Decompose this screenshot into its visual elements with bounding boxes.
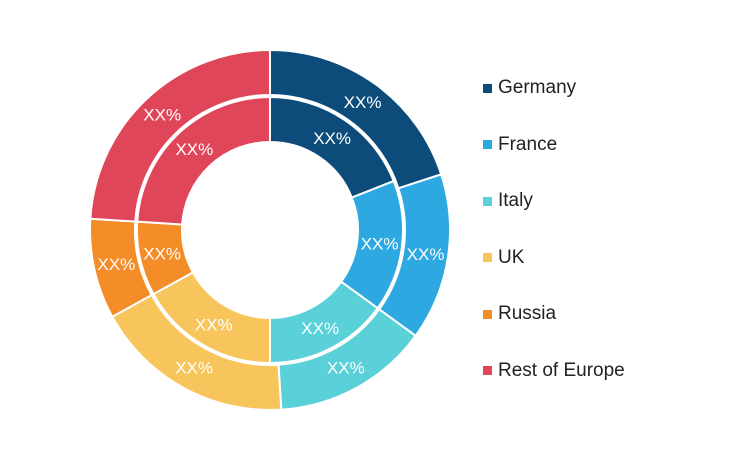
- legend-swatch-uk: [483, 253, 492, 262]
- legend-swatch-italy: [483, 196, 492, 206]
- legend: Germany France Italy UK Russia Rest of E…: [483, 74, 625, 413]
- legend-label-uk: UK: [498, 246, 525, 268]
- legend-item-france: France: [483, 131, 625, 159]
- outer-label-russia: XX%: [97, 255, 135, 274]
- outer-label-germany: XX%: [344, 93, 382, 112]
- legend-item-italy: Italy: [483, 187, 625, 215]
- inner-slice-rest-of-europe: [136, 95, 271, 226]
- legend-item-uk: UK: [483, 244, 625, 272]
- legend-swatch-france: [483, 140, 492, 149]
- outer-label-italy: XX%: [327, 359, 365, 378]
- legend-item-russia: Russia: [483, 300, 625, 328]
- outer-label-france: XX%: [407, 245, 445, 264]
- outer-label-uk: XX%: [175, 359, 213, 378]
- inner-label-rest-of-europe: XX%: [175, 140, 213, 159]
- legend-swatch-russia: [483, 309, 492, 319]
- outer-label-rest-of-europe: XX%: [143, 106, 181, 125]
- legend-swatch-germany: [483, 83, 492, 93]
- legend-label-germany: Germany: [498, 77, 577, 98]
- inner-label-france: XX%: [361, 234, 399, 253]
- legend-label-italy: Italy: [498, 190, 533, 211]
- inner-label-uk: XX%: [195, 316, 233, 335]
- inner-label-germany: XX%: [313, 129, 351, 148]
- legend-swatch-rest-of-europe: [483, 366, 492, 375]
- legend-label-france: France: [498, 133, 558, 155]
- inner-label-italy: XX%: [301, 319, 339, 338]
- legend-label-rest-of-europe: Rest of Europe: [498, 359, 625, 381]
- outer-slice-rest-of-europe: [89, 48, 271, 223]
- legend-item-rest-of-europe: Rest of Europe: [483, 357, 625, 385]
- legend-item-germany: Germany: [483, 74, 625, 102]
- legend-label-russia: Russia: [498, 303, 557, 324]
- inner-label-russia: XX%: [143, 245, 181, 264]
